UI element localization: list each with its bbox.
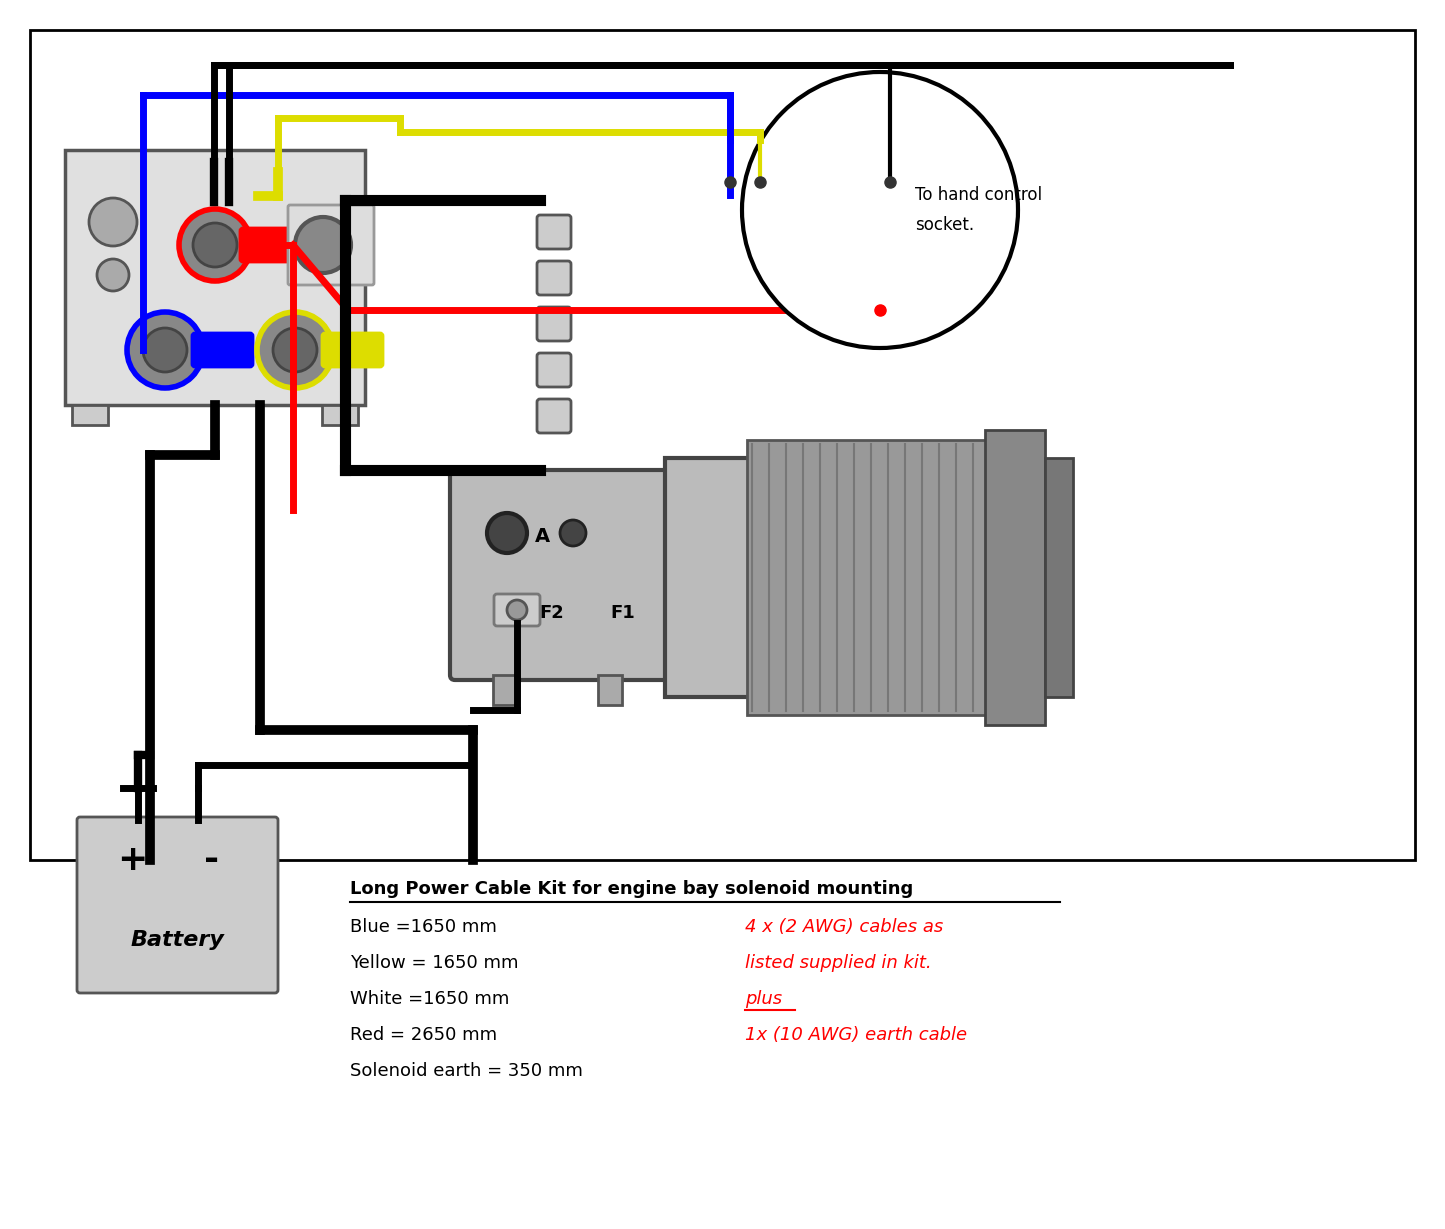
Bar (65, 150, 366, 406)
Bar (747, 440, 987, 715)
Circle shape (90, 198, 137, 246)
FancyBboxPatch shape (538, 307, 571, 340)
Circle shape (257, 312, 332, 388)
Text: Solenoid earth = 350 mm: Solenoid earth = 350 mm (350, 1062, 582, 1080)
FancyBboxPatch shape (192, 333, 253, 367)
Bar (493, 675, 517, 705)
Bar (985, 430, 1045, 725)
Bar (665, 458, 750, 697)
Text: Long Power Cable Kit for engine bay solenoid mounting: Long Power Cable Kit for engine bay sole… (350, 880, 913, 898)
Circle shape (487, 512, 527, 553)
Text: Battery: Battery (130, 930, 224, 950)
FancyBboxPatch shape (322, 333, 383, 367)
Text: A: A (535, 527, 551, 547)
Text: -: - (204, 843, 220, 878)
FancyBboxPatch shape (538, 399, 571, 433)
Circle shape (295, 218, 351, 273)
Circle shape (127, 312, 202, 388)
Text: listed supplied in kit.: listed supplied in kit. (746, 954, 932, 972)
Bar (72, 406, 108, 425)
FancyBboxPatch shape (538, 261, 571, 295)
Bar (30, 29, 1415, 860)
FancyBboxPatch shape (494, 594, 540, 626)
Circle shape (741, 73, 1017, 348)
Circle shape (273, 328, 316, 372)
Bar (1045, 458, 1074, 697)
Text: To hand control: To hand control (915, 186, 1042, 204)
FancyBboxPatch shape (538, 353, 571, 387)
Circle shape (507, 600, 527, 619)
FancyBboxPatch shape (538, 215, 571, 249)
Bar (322, 406, 358, 425)
Circle shape (143, 328, 186, 372)
Circle shape (194, 222, 237, 267)
Text: plus: plus (746, 991, 782, 1008)
Text: Red = 2650 mm: Red = 2650 mm (350, 1026, 497, 1043)
FancyBboxPatch shape (77, 817, 277, 993)
FancyBboxPatch shape (449, 469, 675, 680)
Circle shape (97, 259, 129, 291)
Bar (598, 675, 621, 705)
FancyBboxPatch shape (288, 205, 374, 285)
Text: White =1650 mm: White =1650 mm (350, 991, 510, 1008)
Text: 1x (10 AWG) earth cable: 1x (10 AWG) earth cable (746, 1026, 967, 1043)
FancyBboxPatch shape (240, 229, 293, 262)
Text: Yellow = 1650 mm: Yellow = 1650 mm (350, 954, 519, 972)
Text: F1: F1 (610, 603, 634, 622)
Text: Blue =1650 mm: Blue =1650 mm (350, 918, 497, 936)
Text: +: + (117, 843, 147, 878)
Circle shape (561, 520, 587, 546)
Circle shape (179, 209, 251, 281)
Text: socket.: socket. (915, 216, 974, 234)
Text: F2: F2 (539, 603, 564, 622)
Text: 4 x (2 AWG) cables as: 4 x (2 AWG) cables as (746, 918, 944, 936)
